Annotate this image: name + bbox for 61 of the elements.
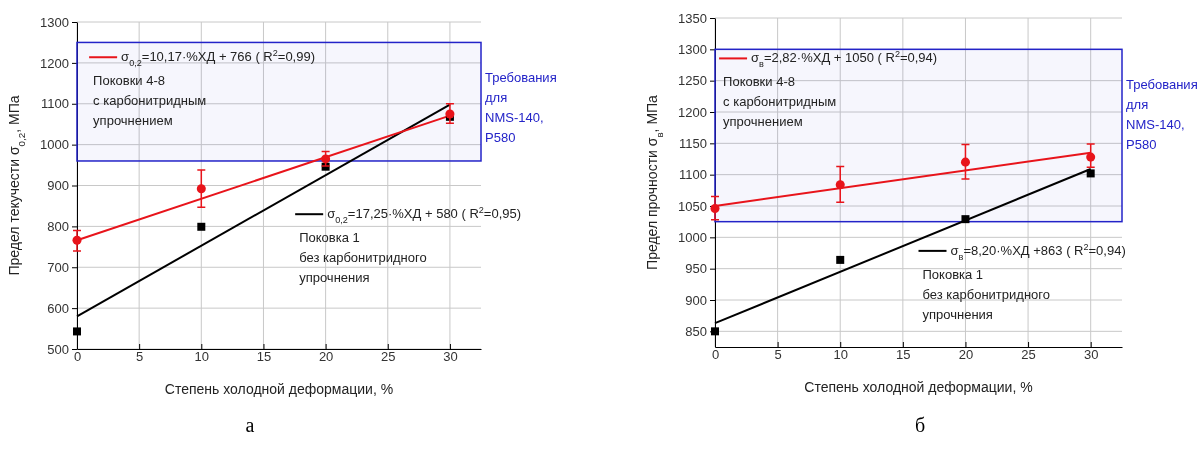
- x-tick-label: 5: [136, 349, 144, 365]
- y-tick-label: 500: [47, 341, 69, 357]
- text: б: [914, 414, 926, 436]
- y-tick-label: 1200: [40, 55, 69, 71]
- y-tick-label: 950: [685, 261, 707, 277]
- text: а: [245, 414, 255, 436]
- y-tick-label: 900: [47, 178, 69, 194]
- y-tick-label: 1300: [678, 41, 707, 57]
- x-tick-label: 20: [318, 349, 334, 365]
- point: [961, 215, 970, 224]
- y-tick-label: 1150: [679, 135, 707, 151]
- band-label: Требования для NMS-140, P580: [485, 70, 557, 146]
- legend-label: σ$_{0,2}$=10,17·%ХД + 766 ( R$^{2}$=0,99): [121, 48, 316, 69]
- point: [835, 180, 845, 190]
- legend-label: σ$_{0,2}$=17,25·%ХД + 580 ( R$^{2}$=0,95): [327, 205, 522, 226]
- legend-label: σ$_{в}$=8,20·%ХД +863 ( R$^{2}$=0,94): [950, 241, 1126, 262]
- legend-label: σ$_{в}$=2,82·%ХД + 1050 ( R$^{2}$=0,94): [751, 49, 938, 70]
- point: [197, 222, 206, 231]
- y-tick-label: 800: [47, 219, 69, 235]
- point: [72, 235, 82, 245]
- x-tick-label: 10: [194, 349, 210, 365]
- x-tick-label: 30: [1083, 347, 1099, 363]
- point: [1086, 169, 1095, 178]
- x-tick-label: 0: [73, 349, 82, 365]
- point: [836, 255, 845, 264]
- y-tick-label: 1200: [678, 104, 707, 120]
- annotation: Поковка 1 без карбонитридного упрочнения: [922, 266, 1050, 322]
- y-tick-label: 900: [685, 292, 707, 308]
- y-tick-label: 1300: [40, 14, 69, 30]
- y-tick-label: 1050: [678, 198, 707, 214]
- x-tick-label: 25: [1021, 347, 1036, 363]
- x-axis-title: Степень холодной деформации, %: [164, 381, 394, 397]
- x-tick-label: 5: [774, 347, 782, 363]
- annotation: Поковки 4-8 с карбонитридным упрочнением: [93, 73, 207, 129]
- annotation: Поковка 1 без карбонитридного упрочнения: [299, 230, 427, 286]
- x-tick-label: 20: [958, 347, 974, 363]
- x-tick-label: 25: [381, 349, 396, 365]
- y-tick-label: 1100: [41, 96, 69, 112]
- x-tick-label: 15: [256, 349, 272, 365]
- x-tick-label: 10: [833, 347, 848, 363]
- x-tick-label: 30: [443, 349, 458, 365]
- point: [711, 327, 719, 336]
- y-tick-label: 1000: [678, 229, 707, 245]
- band-label: Требования для NMS-140, P580: [1126, 77, 1198, 153]
- point: [710, 204, 720, 214]
- point: [960, 157, 970, 167]
- y-tick-label: 600: [47, 300, 69, 316]
- y-tick-label: 1100: [679, 167, 707, 183]
- y-tick-label: 850: [685, 323, 707, 339]
- x-tick-label: 15: [896, 347, 911, 363]
- annotation: Поковки 4-8 с карбонитридным упрочнением: [723, 74, 837, 130]
- y-tick-label: 1000: [40, 137, 69, 153]
- x-tick-label: 0: [711, 347, 720, 363]
- point: [73, 327, 81, 336]
- y-tick-label: 700: [47, 259, 69, 275]
- y-tick-label: 1350: [678, 10, 707, 26]
- point: [196, 184, 206, 194]
- point: [1086, 152, 1096, 162]
- y-tick-label: 1250: [678, 73, 707, 89]
- point: [321, 154, 331, 164]
- x-axis-title: Степень холодной деформации, %: [804, 379, 1033, 395]
